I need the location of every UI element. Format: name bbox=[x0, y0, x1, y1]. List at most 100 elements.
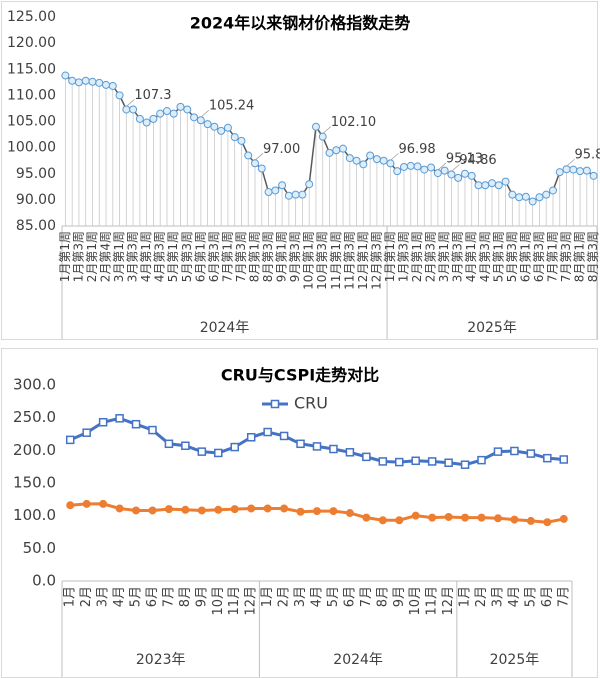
marker bbox=[271, 186, 280, 195]
x-tick-label: 1月第1周 bbox=[383, 231, 397, 282]
x-tick-label: 2月第3周 bbox=[424, 231, 438, 282]
x-tick-label: 7月第3周 bbox=[559, 231, 573, 282]
marker bbox=[526, 449, 536, 458]
marker bbox=[298, 190, 307, 199]
x-tick-label: 4月第3周 bbox=[153, 231, 167, 282]
x-tick-label: 2月第1周 bbox=[85, 231, 99, 282]
label-leader bbox=[566, 158, 575, 167]
marker bbox=[169, 109, 178, 118]
x-tick-label: 8月 bbox=[178, 586, 193, 607]
marker bbox=[99, 499, 108, 508]
marker bbox=[325, 148, 334, 157]
marker bbox=[543, 518, 552, 527]
marker bbox=[582, 166, 591, 175]
marker bbox=[413, 162, 422, 171]
marker bbox=[576, 167, 585, 176]
marker bbox=[447, 170, 456, 179]
label-leader bbox=[451, 164, 460, 172]
marker bbox=[196, 116, 205, 125]
marker bbox=[535, 193, 544, 202]
x-tick-label: 5月第1周 bbox=[491, 231, 505, 282]
marker bbox=[108, 81, 117, 90]
marker bbox=[223, 123, 232, 132]
marker bbox=[481, 181, 490, 190]
marker bbox=[339, 144, 348, 153]
group-label: 2024年 bbox=[333, 652, 383, 668]
marker bbox=[88, 77, 97, 86]
marker bbox=[203, 120, 212, 129]
marker bbox=[474, 181, 483, 190]
marker bbox=[263, 427, 272, 437]
y-tick-label: 125.00 bbox=[7, 9, 56, 25]
marker bbox=[148, 506, 157, 515]
y-tick-label: 85.00 bbox=[16, 218, 56, 234]
chart-title: CRU与CSPI走势对比 bbox=[221, 366, 379, 385]
y-tick-label: 150.0 bbox=[13, 474, 56, 492]
marker bbox=[428, 513, 437, 522]
marker bbox=[210, 122, 219, 131]
marker bbox=[244, 151, 253, 160]
label-leader bbox=[390, 153, 399, 161]
marker bbox=[176, 102, 185, 111]
marker bbox=[395, 516, 404, 525]
x-tick-label: 3月第1周 bbox=[437, 231, 451, 282]
y-tick-label: 100.00 bbox=[7, 140, 56, 156]
marker bbox=[386, 159, 395, 168]
x-tick-label: 5月 bbox=[326, 586, 341, 607]
marker bbox=[82, 428, 91, 437]
marker bbox=[263, 504, 272, 513]
x-tick-label: 9月 bbox=[392, 586, 407, 607]
marker bbox=[156, 109, 165, 118]
data-label: 105.24 bbox=[209, 99, 255, 114]
marker bbox=[548, 186, 557, 195]
marker bbox=[510, 515, 519, 524]
marker bbox=[197, 506, 206, 515]
marker bbox=[142, 118, 151, 127]
marker bbox=[214, 505, 223, 514]
x-tick-label: 4月 bbox=[112, 586, 127, 607]
x-tick-label: 12月 bbox=[441, 586, 456, 616]
marker bbox=[181, 505, 190, 514]
marker bbox=[493, 514, 502, 523]
group-label: 2023年 bbox=[136, 652, 186, 668]
marker bbox=[372, 155, 381, 164]
x-tick-label: 7月第1周 bbox=[545, 231, 559, 282]
marker bbox=[460, 460, 470, 469]
data-label: 102.10 bbox=[331, 115, 377, 130]
x-tick-label: 11月第3周 bbox=[342, 231, 356, 290]
marker bbox=[190, 113, 199, 122]
marker bbox=[345, 154, 354, 163]
marker bbox=[74, 78, 83, 87]
x-tick-label: 9月第1周 bbox=[275, 231, 289, 282]
marker bbox=[477, 513, 486, 522]
marker bbox=[352, 156, 361, 165]
marker bbox=[183, 105, 192, 114]
label-leader bbox=[437, 162, 447, 171]
marker bbox=[148, 425, 157, 435]
x-tick-label: 10月 bbox=[408, 586, 423, 616]
marker bbox=[494, 181, 503, 190]
y-tick-label: 300.0 bbox=[13, 376, 56, 394]
group-label: 2025年 bbox=[490, 652, 540, 668]
x-tick-label: 8月第3周 bbox=[261, 231, 275, 282]
x-tick-label: 1月第3周 bbox=[71, 231, 85, 282]
marker bbox=[454, 173, 463, 182]
marker bbox=[543, 453, 552, 463]
y-tick-label: 105.00 bbox=[7, 114, 56, 130]
marker bbox=[102, 80, 111, 89]
x-tick-label: 6月 bbox=[145, 586, 160, 607]
data-label: 95.13 bbox=[446, 152, 483, 167]
marker bbox=[217, 126, 226, 135]
marker bbox=[427, 163, 436, 172]
marker bbox=[378, 516, 387, 525]
x-tick-label: 2月 bbox=[79, 586, 94, 607]
x-tick-label: 1月 bbox=[260, 586, 275, 607]
marker bbox=[132, 506, 141, 515]
marker bbox=[129, 105, 138, 114]
y-tick-label: 250.0 bbox=[13, 408, 56, 426]
marker bbox=[528, 197, 537, 206]
marker bbox=[399, 162, 408, 171]
marker bbox=[411, 511, 420, 520]
marker bbox=[542, 190, 551, 199]
marker bbox=[284, 191, 293, 200]
